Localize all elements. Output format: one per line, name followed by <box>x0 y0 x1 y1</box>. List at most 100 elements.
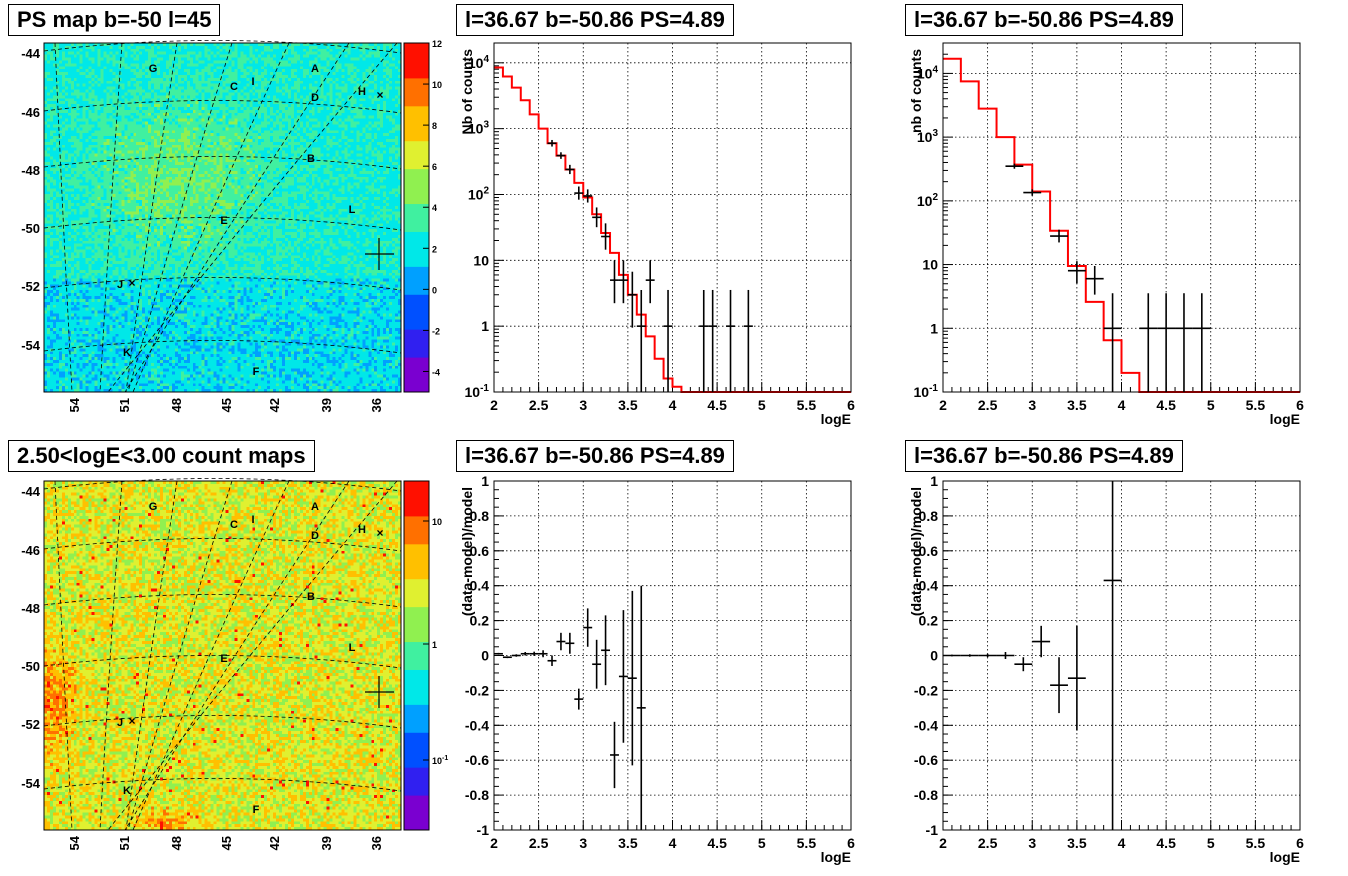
x-tick-label: 3 <box>1028 397 1036 413</box>
graticule-meridian <box>125 42 178 393</box>
source-label-h: H <box>358 86 366 98</box>
source-label-d: D <box>311 92 319 104</box>
latitude-tick-label: -48 <box>21 163 40 178</box>
colorbar-tick-exponent: -1 <box>442 755 448 762</box>
map-frame <box>43 42 402 393</box>
colorbar-bin <box>404 508 429 517</box>
graticule-parallel <box>43 277 402 291</box>
colorbar-bin <box>404 140 429 149</box>
colorbar-bin <box>404 126 429 135</box>
data-point <box>699 289 709 392</box>
colorbar-bin <box>404 746 429 754</box>
graticule-parallel <box>43 478 402 492</box>
colorbar-bin <box>404 231 429 239</box>
colorbar-tick-label: 10 <box>432 517 442 527</box>
colorbar-tick-label: 10-1 <box>432 755 448 766</box>
data-point <box>1103 293 1122 392</box>
colorbar-tick-label: 8 <box>432 121 437 131</box>
x-tick-label: 4.5 <box>1156 835 1176 851</box>
y-tick-label: 10-1 <box>465 383 490 400</box>
x-tick-label: 2.5 <box>978 835 998 851</box>
colorbar-tick-label: 1 <box>432 640 437 650</box>
y-tick-label: 1 <box>930 473 938 489</box>
x-tick-label: 2 <box>490 835 498 851</box>
colorbar-bin <box>404 133 429 142</box>
colorbar-tick-label: -4 <box>432 367 440 377</box>
colorbar-bin <box>404 795 429 803</box>
source-label-i: I <box>251 76 254 88</box>
data-point <box>663 289 673 392</box>
colorbar-bin <box>404 781 429 789</box>
source-label-j: J <box>117 279 123 291</box>
x-tick-label: 2.5 <box>978 397 998 413</box>
graticule-parallel <box>43 594 402 608</box>
latitude-tick-label: -52 <box>21 717 40 732</box>
colorbar-tick-label: -2 <box>432 326 440 336</box>
y-tick-label: 0.8 <box>470 508 490 524</box>
source-label-l: L <box>349 642 356 654</box>
colorbar-bin <box>404 718 429 726</box>
data-point <box>627 590 637 766</box>
data-point <box>743 289 753 392</box>
y-axis-label: Nb of counts <box>459 49 475 135</box>
colorbar-bin <box>404 767 429 775</box>
graticule-parallel <box>43 156 402 170</box>
colorbar-bin <box>404 70 429 79</box>
source-label-j: J <box>117 717 123 729</box>
residual-a-title: l=36.67 b=-50.86 PS=4.89 <box>456 440 734 472</box>
y-tick-label: 103 <box>917 128 939 145</box>
colorbar-bin <box>404 252 429 260</box>
colorbar-tick-label: 4 <box>432 203 437 213</box>
colorbar-bin <box>404 753 429 761</box>
colorbar-bin <box>404 49 429 58</box>
graticule-meridian <box>54 42 73 393</box>
colorbar-bin <box>404 599 429 608</box>
longitude-tick-label: 51 <box>117 836 132 850</box>
plot-background <box>494 43 851 392</box>
longitude-tick-label: 51 <box>117 398 132 412</box>
colorbar-bin <box>404 287 429 295</box>
model-histogram-line <box>494 66 851 393</box>
colorbar-bin <box>404 494 429 503</box>
map-panel-top: A B C D E F G H I J K L × × -44 -46 -48 -50 -52 -54 54 51 48 45… <box>0 0 450 430</box>
data-point <box>645 260 655 304</box>
colorbar-tick-label: 2 <box>432 244 437 254</box>
source-label-b: B <box>307 153 315 165</box>
colorbar-bin <box>404 669 429 677</box>
colorbar-bin <box>404 147 429 156</box>
colorbar-bin <box>404 529 429 538</box>
x-tick-label: 5.5 <box>1246 397 1266 413</box>
latitude-tick-label: -46 <box>21 105 40 120</box>
graticule-meridian <box>54 480 73 831</box>
data-point <box>1023 189 1042 196</box>
colorbar-bin <box>404 203 429 212</box>
longitude-tick-label: 36 <box>369 836 384 850</box>
colorbar-bin <box>404 161 429 170</box>
longitude-tick-label: 36 <box>369 398 384 412</box>
data-point <box>978 653 997 658</box>
y-tick-label: 0 <box>481 648 489 664</box>
x-tick-label: 6 <box>1296 397 1304 413</box>
colorbar-bin <box>404 189 429 198</box>
source-label-d: D <box>311 530 319 542</box>
spectrum-plot-b: 2 2.5 3 3.5 4 4.5 5 5.5 6 10-1 1 10 102 103 104 logE nb … <box>908 42 1304 427</box>
longitude-tick-label: 39 <box>319 836 334 850</box>
latitude-tick-label: -50 <box>21 659 40 674</box>
colorbar-bin <box>404 154 429 163</box>
colorbar-bin <box>404 112 429 121</box>
colorbar-bin <box>404 774 429 782</box>
colorbar-bin <box>404 606 429 615</box>
longitude-tick-label: 54 <box>67 835 82 850</box>
data-point <box>636 289 646 392</box>
data-point <box>1067 625 1086 731</box>
x-tick-label: 3.5 <box>618 835 638 851</box>
data-point <box>601 223 611 250</box>
graticule-meridian <box>132 480 290 831</box>
colorbar-bin <box>404 501 429 510</box>
residual-b-title: l=36.67 b=-50.86 PS=4.89 <box>905 440 1183 472</box>
data-point <box>610 721 619 789</box>
x-tick-label: 4 <box>1118 835 1126 851</box>
x-tick-label: 4 <box>669 397 677 413</box>
colorbar-bin <box>404 662 429 670</box>
colorbar-bin <box>404 98 429 107</box>
